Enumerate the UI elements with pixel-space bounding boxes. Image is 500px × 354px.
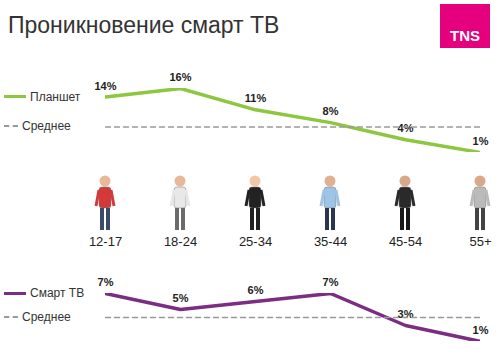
svg-text:35-44: 35-44 [314, 234, 347, 249]
svg-text:3%: 3% [397, 308, 414, 320]
html-text:Среднее: Среднее [22, 310, 71, 324]
svg-text:18-24: 18-24 [164, 234, 197, 249]
html-text:Планшет: Планшет [30, 89, 81, 104]
svg-text:12-17: 12-17 [89, 234, 122, 249]
svg-text:16%: 16% [169, 71, 191, 83]
svg-text:1%: 1% [473, 324, 489, 336]
svg-text:4%: 4% [398, 122, 414, 134]
html-text:TNS: TNS [450, 27, 480, 44]
svg-text:45-54: 45-54 [389, 234, 422, 249]
svg-text:5%: 5% [173, 292, 189, 304]
svg-text:6%: 6% [248, 284, 264, 296]
html-text:Среднее: Среднее [22, 119, 71, 134]
svg-text:14%: 14% [94, 80, 116, 92]
svg-text:8%: 8% [323, 105, 339, 117]
svg-text:7%: 7% [323, 276, 339, 288]
svg-text:7%: 7% [98, 276, 114, 288]
svg-text:1%: 1% [473, 135, 489, 147]
svg-text:55+: 55+ [469, 234, 491, 249]
html-text:Смарт ТВ: Смарт ТВ [30, 286, 85, 300]
svg-text:11%: 11% [245, 92, 267, 104]
html-text:Проникновение смарт ТВ: Проникновение смарт ТВ [8, 12, 280, 38]
svg-text:25-34: 25-34 [239, 234, 272, 249]
